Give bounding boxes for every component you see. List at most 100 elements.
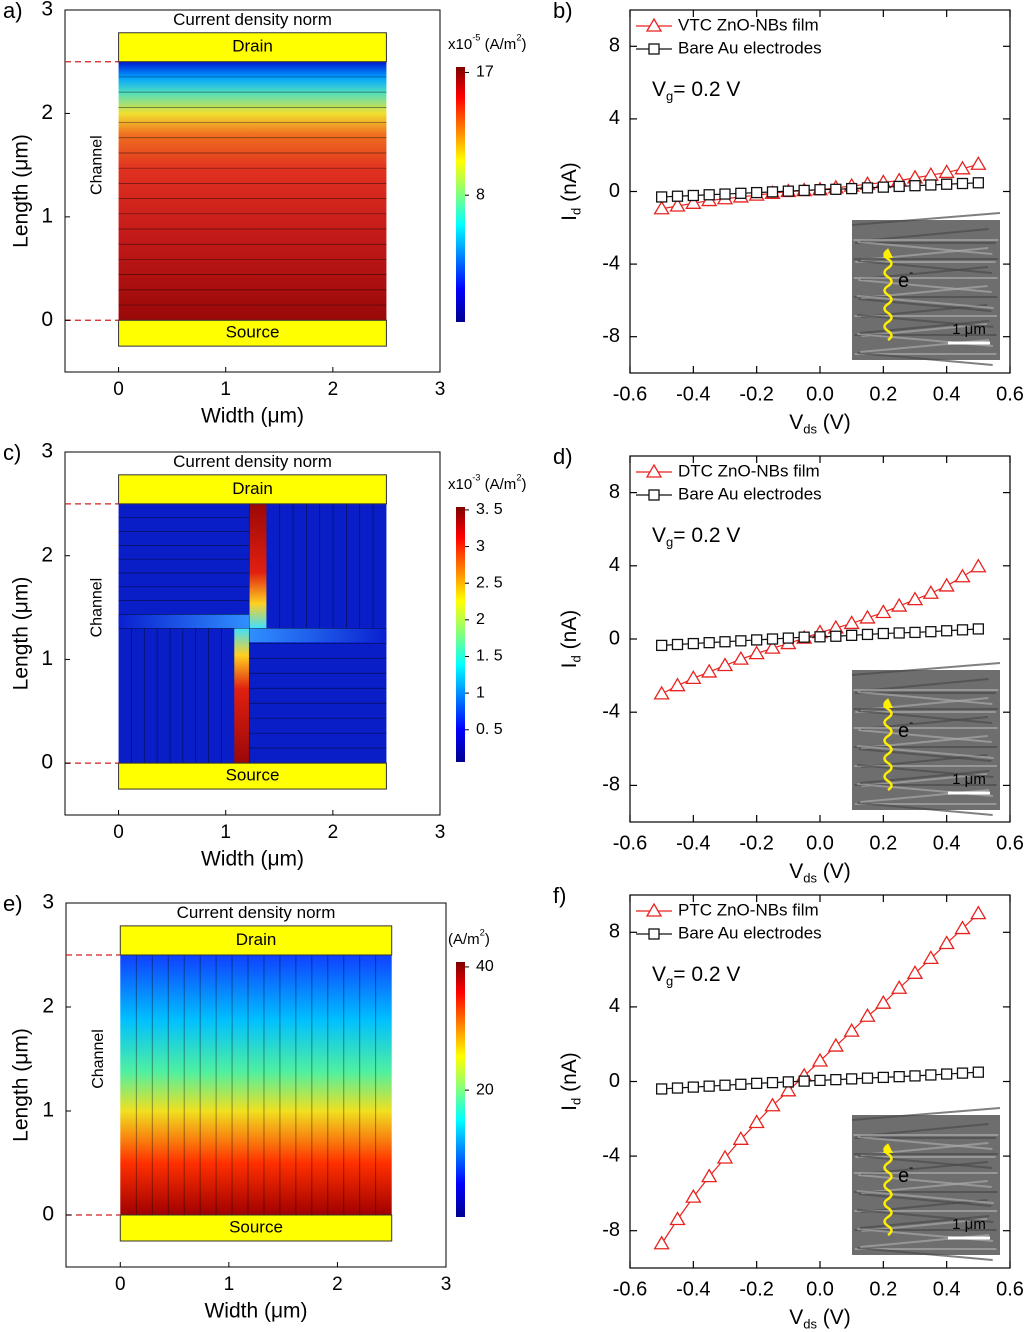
panel-label: d) <box>553 444 573 469</box>
data-point <box>893 180 905 193</box>
x-axis-label: Width (μm) <box>201 405 304 428</box>
electron-label-part: - <box>909 265 913 279</box>
data-point <box>830 630 842 642</box>
y-tick-label: -4 <box>602 700 620 722</box>
data-point <box>875 604 892 619</box>
field <box>120 955 392 1215</box>
source-label: Source <box>229 1217 283 1236</box>
annotation-part: V <box>652 78 666 101</box>
x-tick-label: 0.0 <box>806 1278 834 1300</box>
data-point <box>859 609 876 624</box>
legend-marker <box>645 902 663 917</box>
electron-arrowhead <box>883 698 893 708</box>
colorbar-label-part: 2 <box>516 473 521 483</box>
x-axis-label-part: ds <box>803 422 817 437</box>
data-point <box>877 1071 889 1084</box>
data-point <box>811 1052 829 1067</box>
data-point <box>685 670 702 684</box>
colorbar-label-part: x10 <box>448 476 472 493</box>
data-point <box>843 1022 860 1037</box>
colorbar-label-part: -3 <box>472 473 480 483</box>
annotation-part: V <box>652 524 666 547</box>
x-tick-label: 3 <box>435 379 446 400</box>
electron-path <box>883 248 893 342</box>
electron-label-part: - <box>909 715 913 729</box>
electron-arrowhead <box>883 1143 893 1153</box>
data-point <box>782 1076 794 1088</box>
sem-texture <box>858 298 992 312</box>
x-tick-label: 1 <box>220 379 231 400</box>
colorbar-label-part: (A/m <box>480 476 516 493</box>
electron-path <box>883 1143 893 1237</box>
annotation: Vg= 0.2 V <box>652 78 740 104</box>
sem-texture <box>857 352 993 366</box>
x-tick-label: 0.0 <box>806 383 834 405</box>
data-point <box>798 184 810 197</box>
annotation-part: g <box>666 535 673 550</box>
drain-label: Drain <box>232 479 273 498</box>
data-point <box>764 639 781 654</box>
data-point <box>687 637 699 650</box>
x-tick-label: 0 <box>113 379 124 400</box>
x-axis-label: Vds (V) <box>789 411 851 437</box>
scale-bar-label: 1 μm <box>952 1216 986 1233</box>
data-point <box>719 636 731 648</box>
data-point <box>669 197 686 212</box>
field <box>118 61 387 321</box>
data-point <box>925 179 937 191</box>
x-axis-label-part: V <box>789 1306 803 1329</box>
electron-label-part: e <box>898 720 909 742</box>
annotation-part: V <box>652 963 666 986</box>
sem-texture <box>856 1190 994 1204</box>
channel-label: Channel <box>88 135 105 195</box>
plot-frame <box>64 451 441 816</box>
data-point <box>970 155 987 170</box>
x-tick-label: 1 <box>224 1274 235 1295</box>
x-tick-label: -0.2 <box>739 832 773 854</box>
field <box>249 628 387 643</box>
colorbar-tick-label: 3 <box>476 538 485 555</box>
y-tick-label: -4 <box>602 1144 620 1166</box>
scale-bar-label: 1 μm <box>952 321 986 338</box>
x-axis-label-part: (V) <box>817 411 851 434</box>
data-point <box>861 628 874 641</box>
colorbar-label-part: (A/m <box>448 931 480 948</box>
sem-texture <box>857 260 993 274</box>
data-point <box>956 177 969 190</box>
colorbar-label-part: 2 <box>480 928 485 938</box>
colorbar-label-part: ) <box>521 36 526 53</box>
y-tick-label: 8 <box>609 921 620 943</box>
data-point <box>925 1069 937 1081</box>
data-point <box>719 188 731 200</box>
x-tick-label: 0.4 <box>933 832 961 854</box>
current-density-field <box>118 503 387 764</box>
colorbar-tick-label: 1 <box>476 684 485 701</box>
electron-label: e- <box>898 265 913 292</box>
legend-label: VTC ZnO-NBs film <box>678 15 819 34</box>
colorbar-label: x10-3 (A/m2) <box>448 473 526 493</box>
data-point <box>701 663 718 678</box>
sem-texture <box>858 1174 992 1188</box>
x-tick-label: 2 <box>328 379 339 400</box>
y-tick-label: 1 <box>42 1099 54 1122</box>
x-axis-label: Vds (V) <box>789 860 851 886</box>
data-point <box>972 177 984 189</box>
colorbar <box>456 507 465 762</box>
field <box>234 628 250 764</box>
panel-label: a) <box>3 0 23 23</box>
y-tick-label: 0 <box>41 308 53 331</box>
data-point <box>877 627 889 640</box>
x-axis-label: Width (μm) <box>204 1300 307 1323</box>
x-axis-label-part: V <box>789 411 803 434</box>
colorbar-tick-label: 17 <box>476 64 494 81</box>
colorbar-label: (A/m2) <box>448 928 490 948</box>
y-axis-label: Id (nA) <box>558 1052 584 1111</box>
annotation: Vg= 0.2 V <box>652 963 740 989</box>
x-tick-label: 0 <box>113 822 124 843</box>
data-point <box>669 677 686 692</box>
data-point <box>732 650 749 665</box>
panel-label: b) <box>553 0 573 23</box>
data-point <box>764 1097 781 1112</box>
sem-texture <box>851 1107 1001 1121</box>
x-tick-label: 0.6 <box>996 1278 1024 1300</box>
